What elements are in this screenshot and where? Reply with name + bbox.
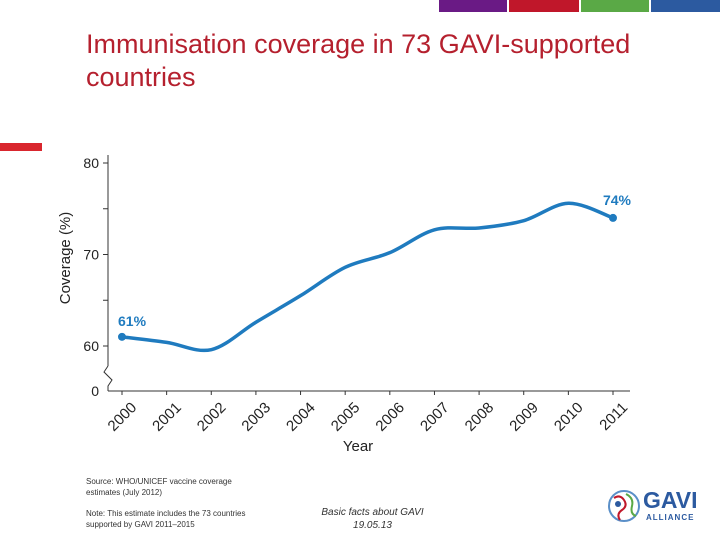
series-layer <box>118 201 617 353</box>
x-tick-label: 2007 <box>417 399 453 435</box>
x-axis-title: Year <box>343 438 373 455</box>
x-tick-label: 2005 <box>328 399 364 435</box>
accent-bar-blue <box>651 0 720 12</box>
data-label: 74% <box>603 192 632 208</box>
y-tick-label: 60 <box>83 338 99 354</box>
chart-axes <box>103 155 630 395</box>
accent-bar-purple <box>439 0 507 12</box>
data-point <box>118 332 126 341</box>
data-point <box>609 213 617 222</box>
accent-bar-red <box>509 0 579 12</box>
source-note: Source: WHO/UNICEF vaccine coverage esti… <box>86 477 232 497</box>
x-tick-label: 2004 <box>283 399 319 435</box>
x-tick-label: 2001 <box>149 399 185 435</box>
x-tick-label: 2003 <box>238 399 274 435</box>
y-axis-break <box>103 365 113 391</box>
data-labels: 61% 74% <box>118 192 632 329</box>
coverage-series-line <box>120 201 615 353</box>
x-tick-label: 2010 <box>551 399 587 435</box>
x-tick-label: 2002 <box>194 399 230 435</box>
footer-caption-line1: Basic facts about GAVI <box>321 507 424 518</box>
logo-text: GAVI <box>643 487 698 513</box>
y-tick-labels: 80 70 60 0 <box>83 155 99 399</box>
countries-note: Note: This estimate includes the 73 coun… <box>86 509 246 529</box>
data-label: 61% <box>118 313 147 329</box>
y-tick-label: 70 <box>83 247 99 263</box>
x-tick-labels: 2000 2001 2002 2003 2004 2005 2006 2007 2008 2009… <box>105 399 632 435</box>
slide-title: Immunisation coverage in 73 GAVI-support… <box>86 29 631 92</box>
footer-caption-line2: 19.05.13 <box>353 520 392 531</box>
x-tick-label: 2000 <box>105 399 141 435</box>
logo-subtext: ALLIANCE <box>646 513 695 522</box>
x-tick-label: 2006 <box>372 399 408 435</box>
title-marker <box>0 143 42 151</box>
accent-bar-green <box>581 0 649 12</box>
x-tick-label: 2011 <box>596 399 631 434</box>
gavi-globe-icon <box>608 490 640 522</box>
x-tick-label: 2008 <box>462 399 498 435</box>
y-tick-label: 0 <box>91 383 99 399</box>
y-axis-title: Coverage (%) <box>57 212 74 305</box>
gavi-logo: GAVI ALLIANCE <box>606 482 706 532</box>
footer-caption: Basic facts about GAVI 19.05.13 <box>300 506 445 532</box>
x-tick-label: 2009 <box>506 399 542 435</box>
y-tick-label: 80 <box>83 155 99 171</box>
